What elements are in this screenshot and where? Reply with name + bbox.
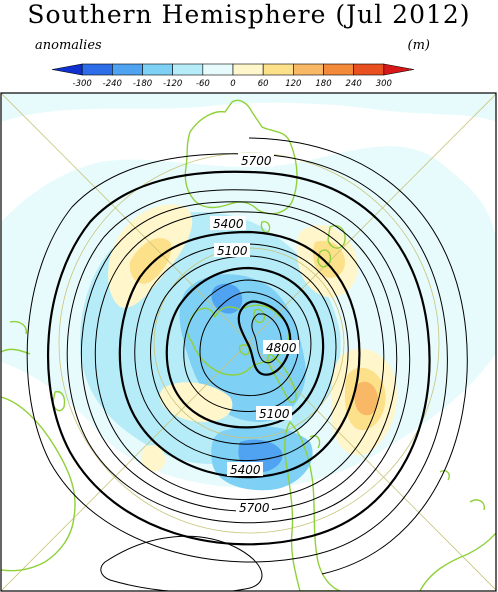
- colorbar-tick-label: 120: [285, 79, 301, 89]
- contour-label-5100-top: 5100: [217, 244, 248, 258]
- colorbar-tick-label: -120: [163, 79, 182, 89]
- colorbar-cell: [81, 63, 113, 76]
- colorbar-cell: [172, 63, 204, 76]
- colorbar-cell: [353, 63, 385, 76]
- colorbar-cell: [142, 63, 173, 76]
- colorbar-tick-label: -180: [133, 79, 152, 89]
- colorbar-cell: [232, 63, 264, 76]
- contour-label-5700-bottom: 5700: [239, 501, 270, 515]
- colorbar-tick-label: 240: [346, 79, 362, 89]
- colorbar-cell: [293, 63, 324, 76]
- colorbar-tick-label: 300: [376, 79, 392, 89]
- colorbar-arrow-low: [51, 63, 83, 76]
- colorbar-tick-label: -60: [196, 79, 210, 89]
- contour-label-5400-bottom: 5400: [230, 463, 261, 477]
- contour-label-5700-top: 5700: [241, 154, 272, 168]
- height-contours: [26, 137, 468, 591]
- coastlines: [1, 99, 496, 591]
- geopotential-map: 5700 5400 5100 4800 5100 5400 5700: [0, 92, 497, 592]
- colorbar-cell: [112, 63, 143, 76]
- anomaly-shading: [1, 93, 496, 491]
- colorbar-arrow-high: [383, 63, 415, 76]
- colorbar-tick-label: -300: [73, 79, 92, 89]
- legend-left-label: anomalies: [35, 38, 102, 53]
- colorbar-cell: [262, 63, 294, 76]
- contour-label-5400-top: 5400: [213, 217, 244, 231]
- legend-right-label: (m): [407, 38, 430, 53]
- colorbar-tick-label: 60: [258, 79, 269, 89]
- colorbar-tick-label: 0: [230, 79, 235, 89]
- contour-label-5100-bottom: 5100: [259, 407, 290, 421]
- colorbar-cell: [202, 63, 234, 76]
- color-legend: -300 -240 -180 -120 -60 0 60 120 180 240 300: [51, 63, 415, 89]
- colorbar-tick-label: 180: [315, 79, 331, 89]
- map-title: Southern Hemisphere (Jul 2012): [27, 0, 471, 29]
- colorbar-tick-label: -240: [103, 79, 122, 89]
- contour-label-4800: 4800: [266, 341, 297, 355]
- colorbar-cell: [323, 63, 354, 76]
